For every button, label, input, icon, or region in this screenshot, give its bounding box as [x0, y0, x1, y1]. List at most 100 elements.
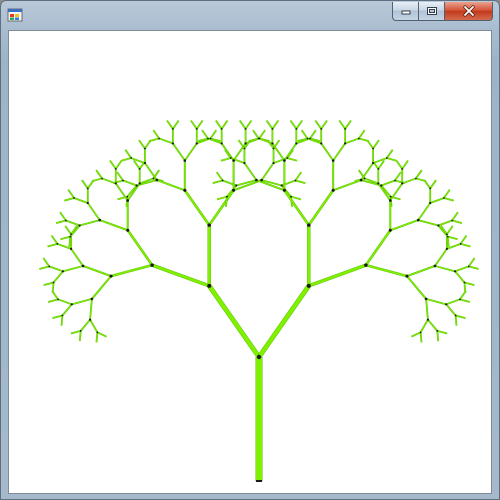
tree-branch	[53, 271, 64, 283]
minimize-button[interactable]	[392, 2, 419, 21]
tree-branch	[344, 138, 359, 144]
title-bar[interactable]	[1, 1, 499, 29]
tree-branch	[70, 225, 78, 235]
tree-branch	[166, 120, 174, 130]
tree-node	[101, 177, 103, 180]
tree-node	[126, 195, 129, 198]
tree-branch	[79, 219, 100, 226]
tree-branch	[172, 143, 186, 161]
tree-node	[331, 159, 335, 162]
tree-branch	[39, 265, 50, 270]
app-icon[interactable]	[7, 7, 23, 23]
tree-branch	[301, 129, 308, 139]
tree-branch	[144, 162, 158, 181]
tree-branch	[286, 149, 294, 159]
tree-node	[138, 167, 141, 170]
tree-branch	[99, 219, 128, 231]
tree-node	[271, 142, 274, 145]
tree-node	[158, 137, 161, 140]
tree-node	[283, 159, 286, 162]
tree-node	[114, 167, 117, 170]
tree-node	[426, 318, 430, 321]
tree-node	[70, 233, 72, 236]
tree-branch	[468, 257, 475, 267]
tree-node	[320, 127, 323, 130]
tree-node	[359, 178, 363, 182]
tree-node	[306, 283, 311, 288]
tree-branch	[226, 185, 237, 197]
tree-node	[195, 127, 198, 130]
tree-branch	[420, 319, 429, 333]
tree-branch	[361, 179, 382, 186]
tree-node	[207, 223, 211, 227]
tree-node	[138, 182, 141, 185]
tree-node	[81, 264, 85, 268]
tree-branch	[59, 211, 67, 221]
tree-node	[437, 224, 440, 227]
tree-node	[86, 187, 89, 190]
tree-branch	[92, 178, 103, 182]
tree-branch	[430, 197, 445, 204]
tree-branch	[138, 139, 146, 149]
tree-branch	[459, 298, 470, 303]
tree-branch	[415, 169, 423, 179]
tree-node	[61, 270, 65, 273]
tree-branch	[64, 197, 75, 202]
tree-node	[389, 195, 392, 198]
tree-branch	[172, 120, 180, 130]
tree-node	[429, 201, 432, 205]
tree-branch	[57, 243, 72, 250]
tree-branch	[60, 236, 71, 240]
tree-branch	[133, 160, 141, 170]
tree-branch	[239, 120, 246, 130]
tree-branch	[358, 129, 366, 139]
tree-node	[79, 329, 82, 332]
tree-branch	[81, 179, 89, 189]
tree-branch	[79, 330, 82, 342]
tree-branch	[283, 189, 310, 226]
tree-branch	[460, 235, 467, 245]
tree-branch	[309, 129, 317, 139]
tree-branch	[315, 120, 322, 130]
tree-branch	[468, 265, 479, 270]
tree-branch	[151, 263, 210, 288]
tree-branch	[252, 129, 260, 139]
tree-branch	[427, 319, 438, 332]
tree-branch	[308, 189, 334, 226]
tree-branch	[372, 139, 380, 149]
tree-branch	[402, 178, 417, 184]
tree-branch	[121, 157, 132, 162]
tree-branch	[443, 197, 454, 202]
tree-node	[183, 188, 187, 192]
tree-branch	[91, 275, 112, 300]
maximize-button[interactable]	[418, 2, 445, 21]
tree-node	[57, 298, 59, 301]
tree-node	[306, 137, 309, 140]
tree-branch	[372, 160, 379, 170]
tree-branch	[115, 160, 122, 170]
tree-branch	[447, 236, 450, 247]
tree-branch	[244, 162, 257, 181]
tree-branch	[127, 183, 141, 201]
tree-branch	[320, 143, 334, 161]
tree-branch	[297, 138, 308, 142]
tree-node	[56, 243, 59, 245]
tree-branch	[296, 120, 303, 130]
close-button[interactable]	[444, 2, 493, 21]
tree-node	[344, 127, 347, 130]
tree-branch	[127, 185, 138, 197]
tree-branch	[266, 120, 273, 130]
tree-node	[451, 219, 453, 222]
tree-branch	[406, 275, 427, 300]
tree-node	[86, 201, 89, 205]
close-icon	[462, 5, 475, 17]
tree-branch	[420, 332, 422, 343]
tree-node	[195, 142, 198, 145]
tree-branch	[95, 169, 103, 179]
tree-node	[467, 265, 470, 268]
tree-node	[394, 179, 396, 182]
tree-node	[377, 167, 380, 170]
tree-branch	[80, 319, 91, 332]
tree-branch	[261, 162, 274, 181]
tree-branch	[455, 315, 457, 326]
